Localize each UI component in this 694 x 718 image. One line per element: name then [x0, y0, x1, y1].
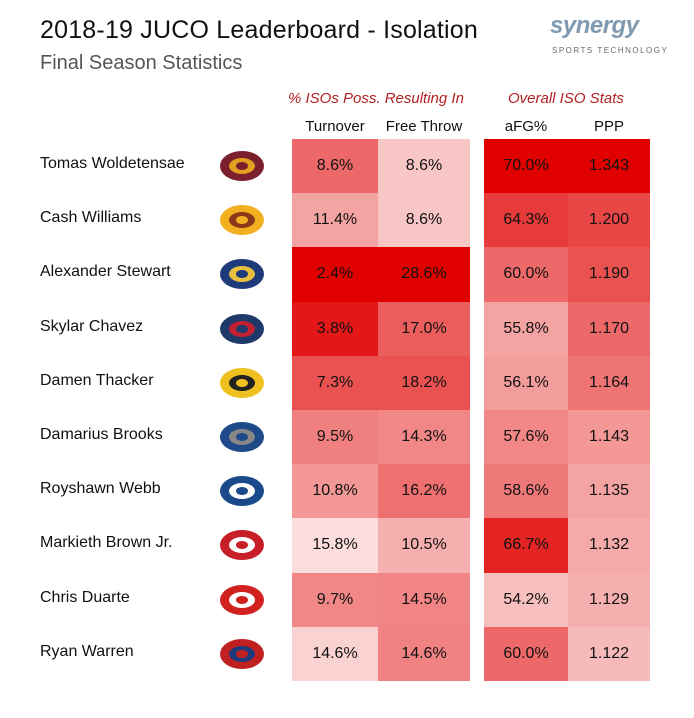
cell-turnover: 8.6% — [292, 139, 378, 194]
player-name: Royshawn Webb — [40, 480, 161, 498]
cell-free-throw: 18.2% — [378, 355, 470, 410]
cell-ppp: 1.200 — [568, 193, 650, 248]
cell-afg: 60.0% — [484, 626, 568, 681]
cell-ppp: 1.122 — [568, 626, 650, 681]
trojans-logo — [215, 527, 269, 563]
synergy-logo-word: synergy — [550, 12, 639, 39]
cell-ppp: 1.164 — [568, 355, 650, 410]
cell-free-throw: 10.5% — [378, 518, 470, 573]
cell-turnover: 14.6% — [292, 626, 378, 681]
column-header-free-throw: Free Throw — [385, 118, 463, 135]
cell-free-throw: 8.6% — [378, 193, 470, 248]
column-header-afg: aFG% — [504, 118, 548, 135]
cell-free-throw: 28.6% — [378, 247, 470, 302]
cell-turnover: 11.4% — [292, 193, 378, 248]
synergy-logo-tagline: SPORTS TECHNOLOGY — [552, 46, 669, 55]
player-name: Markieth Brown Jr. — [40, 534, 173, 552]
cell-turnover: 9.5% — [292, 410, 378, 465]
player-name: Tomas Woldetensae — [40, 155, 185, 172]
cell-afg: 56.1% — [484, 355, 568, 410]
spartan-logo — [215, 636, 269, 672]
synergy-logo: synergy SPORTS TECHNOLOGY — [548, 12, 667, 62]
bear-logo — [215, 311, 269, 347]
cell-afg: 54.2% — [484, 572, 568, 627]
cell-turnover: 9.7% — [292, 572, 378, 627]
cell-free-throw: 14.6% — [378, 626, 470, 681]
group-header-resulting: % ISOs Poss. Resulting In — [288, 90, 464, 107]
cell-turnover: 10.8% — [292, 464, 378, 519]
colin-logo — [215, 419, 269, 455]
cell-free-throw: 14.5% — [378, 572, 470, 627]
cell-ppp: 1.170 — [568, 301, 650, 356]
cell-turnover: 3.8% — [292, 301, 378, 356]
page-title: 2018-19 JUCO Leaderboard - Isolation — [40, 16, 479, 44]
trident-logo — [215, 256, 269, 292]
warriors-logo — [215, 365, 269, 401]
cell-afg: 66.7% — [484, 518, 568, 573]
cell-ppp: 1.143 — [568, 410, 650, 465]
cell-ppp: 1.190 — [568, 247, 650, 302]
player-name: Ryan Warren — [40, 642, 134, 660]
cell-afg: 57.6% — [484, 410, 568, 465]
cell-ppp: 1.129 — [568, 572, 650, 627]
page-subtitle: Final Season Statistics — [40, 52, 243, 74]
hi-logo — [215, 148, 269, 184]
player-name: Cash Williams — [40, 209, 142, 227]
cell-afg: 70.0% — [484, 139, 568, 194]
group-header-overall: Overall ISO Stats — [508, 90, 624, 107]
player-name: Skylar Chavez — [40, 317, 144, 335]
player-name: Damen Thacker — [40, 371, 154, 389]
cell-ppp: 1.132 — [568, 518, 650, 573]
cell-afg: 60.0% — [484, 247, 568, 302]
player-name: Alexander Stewart — [40, 263, 171, 281]
player-name: Damarius Brooks — [40, 426, 163, 443]
raiders-logo — [215, 582, 269, 618]
cell-free-throw: 14.3% — [378, 410, 470, 465]
cell-ppp: 1.135 — [568, 464, 650, 519]
cell-free-throw: 16.2% — [378, 464, 470, 519]
aw-logo — [215, 202, 269, 238]
cell-afg: 64.3% — [484, 193, 568, 248]
ic-logo — [215, 473, 269, 509]
cell-free-throw: 17.0% — [378, 301, 470, 356]
cell-free-throw: 8.6% — [378, 139, 470, 194]
cell-afg: 55.8% — [484, 301, 568, 356]
cell-ppp: 1.343 — [568, 139, 650, 194]
player-name: Chris Duarte — [40, 588, 130, 606]
column-header-turnover: Turnover — [305, 118, 365, 135]
cell-turnover: 15.8% — [292, 518, 378, 573]
cell-turnover: 2.4% — [292, 247, 378, 302]
cell-afg: 58.6% — [484, 464, 568, 519]
cell-turnover: 7.3% — [292, 355, 378, 410]
column-header-ppp: PPP — [593, 118, 624, 135]
